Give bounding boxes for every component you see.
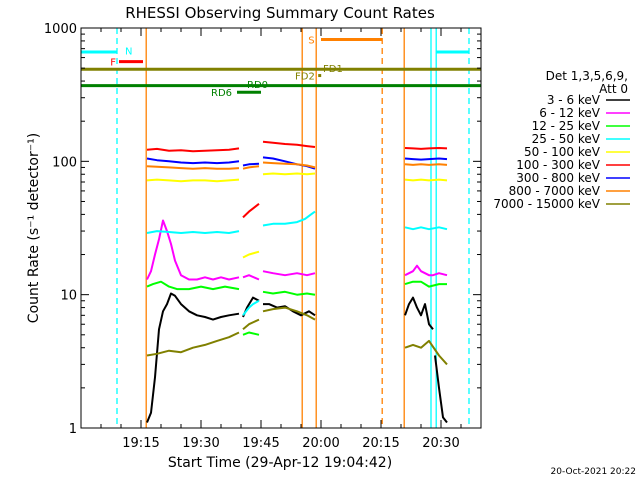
series-0-segment-4 [434,355,448,424]
series-1-segment-0 [146,219,240,281]
series-0-segment-3 [404,296,434,330]
legend-item-0-label: 3 - 6 keV [547,93,601,107]
x-tick-label-5: 20:30 [422,436,459,451]
legend-item-2-label: 12 - 25 keV [532,119,601,133]
flag-label-rd0: RD0 [247,80,268,91]
series-4-segment-1 [242,250,260,259]
series-5-segment-3 [404,147,448,150]
series-5-segment-2 [262,140,316,148]
series-3-segment-2 [262,210,316,227]
legend-item-5-label: 100 - 300 keV [516,158,600,172]
footer-timestamp: 20-Oct-2021 20:22 [551,467,636,477]
x-tick-label-4: 20:15 [362,436,399,451]
series-2-segment-2 [262,290,316,296]
series-6-segment-1 [242,162,260,167]
x-tick-label-2: 19:45 [242,436,279,451]
series-4-segment-3 [404,178,448,182]
flag-label-n: N [125,46,132,57]
series-7-segment-2 [262,161,316,169]
series-8-segment-1 [242,318,260,331]
series-layer [146,140,448,424]
x-tick-label-3: 20:00 [302,436,339,451]
y-tick-label-0: 1 [69,422,77,437]
series-4-segment-2 [262,172,316,176]
legend-item-1-label: 6 - 12 keV [539,106,601,120]
series-1-segment-2 [262,270,316,277]
series-7-segment-1 [242,165,260,170]
y-tick-label-3: 1000 [44,22,77,37]
y-axis-label: Count Rate (s⁻¹ detector⁻¹) [26,133,42,323]
series-5-segment-0 [146,147,240,153]
series-3-segment-3 [404,226,448,231]
series-4-segment-0 [146,178,240,183]
legend-header-line-1: Det 1,3,5,6,9, [546,69,628,83]
series-3-segment-1 [242,299,260,316]
legend-header-line-2: Att 0 [599,82,628,96]
flag-label-fd1: FD1 [323,64,343,75]
legend-item-7-label: 800 - 7000 keV [509,184,601,198]
chart-title: RHESSI Observing Summary Count Rates [125,4,435,22]
series-1-segment-1 [242,274,260,281]
y-tick-label-2: 100 [52,155,77,170]
x-axis-label: Start Time (29-Apr-12 19:04:42) [168,455,392,471]
legend-item-4-label: 50 - 100 keV [524,145,601,159]
legend-item-6-label: 300 - 800 keV [516,171,600,185]
x-tick-label-1: 19:30 [182,436,219,451]
series-3-segment-0 [146,230,240,234]
flag-label-fd2: FD2 [295,72,315,83]
flag-label-rd6: RD6 [211,88,232,99]
marker-layer [116,28,470,428]
series-6-segment-0 [146,157,240,165]
flag-label-s: S [308,35,314,46]
flag-layer: NF S FD1 FD2 RD0 RD6 [81,35,481,99]
series-1-segment-3 [404,264,448,277]
axes-layer: 19:15 19:30 19:45 20:00 20:15 20:30 1 10 100 1000 [44,22,481,451]
series-2-segment-3 [404,280,447,288]
series-5-segment-1 [242,203,260,219]
x-tick-label-0: 19:15 [122,436,159,451]
series-8-segment-3 [404,339,448,366]
series-7-segment-3 [404,163,448,166]
y-tick-label-1: 10 [60,289,77,304]
series-2-segment-1 [242,331,260,336]
legend-item-8-label: 7000 - 15000 keV [493,197,600,211]
series-8-segment-0 [146,331,240,357]
series-7-segment-0 [146,165,240,170]
legend-item-3-label: 25 - 50 keV [532,132,601,146]
series-2-segment-0 [146,280,240,291]
series-6-segment-3 [404,157,448,161]
series-8-segment-2 [262,306,316,321]
flag-label-f: F [110,58,116,69]
